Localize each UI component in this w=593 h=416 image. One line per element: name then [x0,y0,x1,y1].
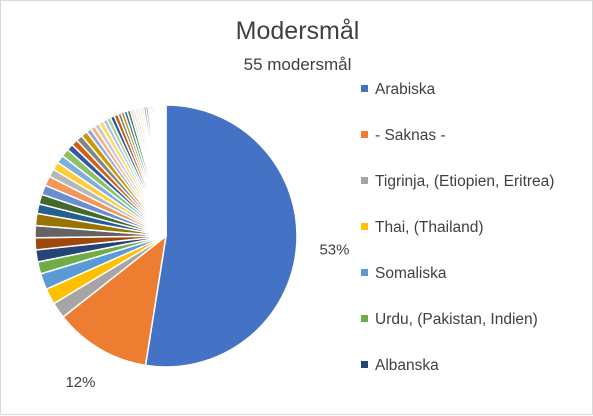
legend-item: Urdu, (Pakistan, Indien) [361,309,554,331]
data-label: 53% [319,241,349,258]
legend-swatch [361,85,368,93]
legend-swatch [361,315,368,323]
chart-title: Modersmål [235,17,360,45]
legend-swatch [361,131,368,139]
legend-label: Urdu, (Pakistan, Indien) [375,311,538,328]
pie-slice [144,104,298,368]
legend-label: Thai, (Thailand) [375,219,484,236]
legend-label: Albanska [375,357,439,374]
legend-swatch [361,223,368,231]
legend-item: Tigrinja, (Etiopien, Eritrea) [361,171,554,193]
legend-item: Albanska [361,355,554,377]
legend-swatch [361,361,368,369]
legend-item: Somaliska [361,263,554,285]
pie-slice [164,104,167,237]
legend-label: Somaliska [375,265,447,282]
data-label: 12% [65,374,95,391]
legend-label: - Saknas - [375,127,446,144]
legend-item: - Saknas - [361,125,554,147]
legend-label: Tigrinja, (Etiopien, Eritrea) [375,173,555,190]
legend-item: Thai, (Thailand) [361,217,554,239]
legend-swatch [361,177,368,185]
pie-slice [62,234,168,367]
chart-subtitle: 55 modersmål [243,55,352,74]
chart-legend: Arabiska - Saknas - Tigrinja, (Etiopien, E… [361,79,554,401]
legend-item: Arabiska [361,79,554,101]
legend-label: Arabiska [375,81,436,98]
legend-swatch [361,269,368,277]
